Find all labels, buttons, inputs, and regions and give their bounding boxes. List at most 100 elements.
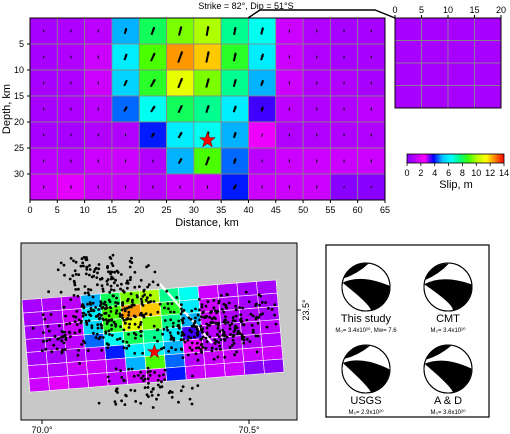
- aftershock-dot: [85, 323, 89, 326]
- aftershock-dot: [107, 270, 110, 274]
- aftershock-dot: [72, 294, 76, 297]
- aftershock-dot: [190, 402, 194, 406]
- slip-x-tick-label: 10: [80, 205, 90, 215]
- aftershock-dot: [104, 311, 108, 315]
- aftershock-dot: [190, 324, 194, 328]
- aftershock-dot: [188, 397, 192, 401]
- aftershock-dot: [131, 298, 134, 302]
- aftershock-dot: [48, 329, 51, 333]
- aftershock-dot: [195, 346, 198, 350]
- aftershock-dot: [56, 337, 59, 341]
- aftershock-dot: [172, 310, 176, 314]
- aftershock-dot: [146, 285, 150, 289]
- aftershock-dot: [179, 312, 183, 316]
- aftershock-dot: [109, 306, 113, 310]
- slip-cell: [357, 95, 386, 123]
- aftershock-dot: [86, 349, 90, 352]
- aftershock-dot: [158, 302, 162, 306]
- aftershock-dot: [180, 334, 184, 337]
- slip-vector-head: [152, 52, 156, 57]
- aftershock-dot: [146, 301, 150, 304]
- aftershock-dot: [114, 324, 118, 328]
- aftershock-dot: [127, 367, 131, 371]
- aftershock-dot: [224, 304, 228, 308]
- aftershock-dot: [77, 318, 81, 322]
- aftershock-dot: [68, 331, 72, 335]
- slip-x-tick-label: 35: [216, 205, 226, 215]
- aftershock-dot: [180, 348, 184, 352]
- slip-vector-head: [206, 156, 210, 160]
- slip-x-tick-label: 40: [243, 205, 253, 215]
- map-fault-cell: [177, 285, 200, 302]
- aftershock-dot: [74, 260, 78, 264]
- map-fault-cell: [164, 353, 186, 369]
- aftershock-dot: [106, 283, 109, 286]
- aftershock-dot: [63, 330, 67, 334]
- aftershock-dot: [134, 315, 137, 319]
- map-fault-cell: [64, 334, 86, 350]
- aftershock-dot: [143, 293, 147, 297]
- aftershock-dot: [224, 319, 228, 322]
- slip-vector-head: [124, 106, 127, 110]
- aftershock-dot: [186, 353, 190, 357]
- colorbar-tick-label: 14: [499, 168, 509, 178]
- aftershock-dot: [210, 317, 214, 321]
- map-fault-cell: [203, 349, 225, 366]
- beachball-icon: [341, 262, 391, 312]
- aftershock-dot: [259, 294, 262, 298]
- aftershock-dot: [139, 321, 143, 324]
- aftershock-dot: [237, 329, 240, 333]
- aftershock-dot: [177, 326, 181, 329]
- aftershock-dot: [123, 403, 127, 406]
- aftershock-dot: [130, 367, 134, 371]
- aftershock-dot: [63, 348, 67, 351]
- aftershock-dot: [245, 337, 249, 341]
- aftershock-dot: [85, 256, 88, 259]
- aftershock-dot: [155, 397, 158, 401]
- aftershock-dot: [235, 326, 239, 329]
- aftershock-dot: [217, 335, 221, 339]
- aftershock-dot: [62, 341, 66, 345]
- slip-vector-head: [179, 105, 183, 109]
- inset-cell: [474, 85, 502, 109]
- aftershock-dot: [83, 341, 87, 345]
- aftershock-dot: [207, 323, 210, 327]
- inset-x-tick-label: 20: [496, 5, 506, 15]
- aftershock-dot: [89, 288, 93, 292]
- map-fault-cell: [42, 309, 64, 326]
- aftershock-dot: [153, 371, 157, 374]
- colorbar-tick-label: 4: [432, 168, 437, 178]
- map-fault-cell: [46, 362, 69, 378]
- aftershock-dot: [56, 268, 60, 272]
- aftershock-dot: [170, 335, 174, 339]
- aftershock-dot: [88, 273, 91, 277]
- colorbar-ramp: [406, 153, 505, 164]
- slip-vector-head: [206, 26, 210, 30]
- aftershock-dot: [157, 374, 161, 378]
- aftershock-dot: [111, 253, 115, 257]
- aftershock-dot: [186, 338, 190, 342]
- aftershock-dot: [212, 357, 216, 361]
- aftershock-dot: [89, 307, 93, 310]
- aftershock-dot: [68, 277, 72, 281]
- aftershock-dot: [107, 379, 111, 383]
- map-fault-cell: [183, 351, 206, 367]
- aftershock-dot: [215, 311, 219, 314]
- aftershock-dot: [249, 312, 253, 316]
- aftershock-dot: [217, 321, 221, 325]
- mechanism-name: CMT: [436, 313, 460, 325]
- aftershock-dot: [140, 376, 143, 380]
- aftershock-dot: [78, 362, 81, 365]
- aftershock-dot: [169, 318, 173, 322]
- aftershock-dot: [88, 301, 92, 304]
- aftershock-dot: [193, 320, 197, 323]
- aftershock-dot: [220, 294, 223, 297]
- aftershock-dot: [187, 316, 191, 320]
- aftershock-dot: [73, 331, 77, 335]
- slip-y-tick-label: 20: [14, 117, 24, 127]
- aftershock-dot: [107, 314, 111, 318]
- aftershock-dot: [135, 294, 139, 297]
- aftershock-dot: [119, 325, 122, 328]
- slip-x-tick-label: 0: [27, 205, 32, 215]
- aftershock-dot: [96, 323, 100, 327]
